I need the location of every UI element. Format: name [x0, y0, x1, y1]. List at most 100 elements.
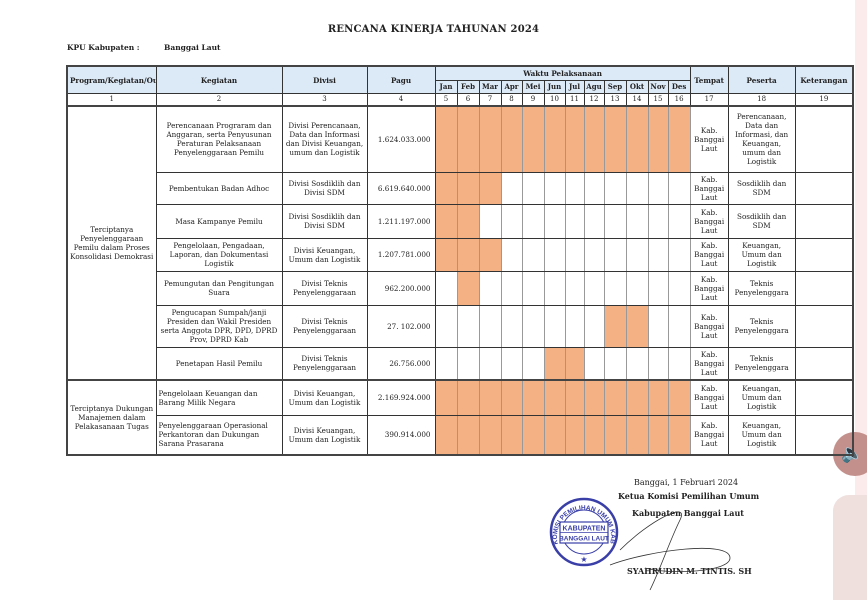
- divisi-cell: Divisi Keuangan, Umum dan Logistik: [281, 414, 368, 456]
- month-cell-mar: [478, 379, 502, 416]
- pagu-cell: 2.169.924.000: [366, 379, 436, 416]
- month-header-sep: Sep: [603, 80, 627, 94]
- month-cell-jan: [434, 414, 458, 456]
- month-cell-mei: [521, 270, 545, 306]
- month-cell-mei: [521, 171, 545, 205]
- month-cell-jul: [564, 105, 585, 173]
- divisi-cell: Divisi Sosdiklih dan Divisi SDM: [281, 171, 368, 205]
- month-cell-okt: [625, 270, 649, 306]
- month-cell-jul: [564, 203, 585, 239]
- column-number: 10: [543, 93, 566, 107]
- month-cell-jun: [543, 270, 566, 306]
- month-cell-agu: [583, 105, 605, 173]
- svg-text:BANGGAI LAUT: BANGGAI LAUT: [559, 536, 609, 543]
- header-divisi: Divisi: [281, 65, 368, 94]
- month-cell-des: [667, 304, 691, 348]
- table-row: Terciptanya Penyelenggaraan Pemilu dalam…: [66, 105, 854, 381]
- peserta-cell: Perencanaan, Data dan Informasi, dan Keu…: [727, 105, 796, 173]
- kegiatan-cell: Penetapan Hasil Pemilu: [155, 346, 283, 381]
- tempat-cell: Kab. Banggai Laut: [689, 346, 729, 381]
- place-date: Banggai, 1 Februari 2024: [634, 478, 739, 487]
- table-row: Pembentukan Badan Adhoc Divisi Sosdiklih …: [67, 171, 854, 205]
- divisi-cell: Divisi Perencanaan, Data dan Informasi d…: [281, 105, 368, 173]
- month-cell-jan: [434, 304, 458, 348]
- column-number: 8: [500, 93, 523, 107]
- peserta-cell: Teknis Penyelenggara: [727, 346, 796, 381]
- month-cell-sep: [603, 105, 627, 173]
- keterangan-cell: [794, 270, 854, 306]
- header-waktu: Waktu Pelaksanaan: [434, 65, 691, 81]
- tempat-cell: Kab. Banggai Laut: [689, 270, 729, 306]
- column-number: 5: [434, 93, 458, 107]
- table-row: Pemungutan dan Pengitungan Suara Divisi T…: [67, 270, 854, 306]
- kegiatan-cell: Pengelolaan, Pengadaan, Laporan, dan Dok…: [155, 237, 283, 272]
- column-number: 3: [281, 93, 368, 107]
- month-cell-sep: [603, 346, 627, 381]
- month-cell-jul: [564, 414, 585, 456]
- column-number: 19: [794, 93, 854, 107]
- kpu-label: KPU Kabupaten :: [67, 43, 140, 52]
- header-kegiatan: Kegiatan: [155, 65, 283, 94]
- keterangan-cell: [794, 346, 854, 381]
- pagu-cell: 962.200.000: [366, 270, 436, 306]
- plan-table: Program/Kegiatan/Output Kegiatan Divisi …: [66, 65, 855, 456]
- month-cell-agu: [583, 171, 605, 205]
- month-cell-okt: [625, 346, 649, 381]
- month-cell-feb: [456, 346, 480, 381]
- month-cell-mar: [478, 237, 502, 272]
- month-cell-mei: [521, 203, 545, 239]
- scrollbar[interactable]: [833, 495, 867, 600]
- table-row: Masa Kampanye Pemilu Divisi Sosdiklih dan…: [67, 203, 854, 239]
- month-cell-jun: [543, 346, 566, 381]
- month-cell-feb: [456, 203, 480, 239]
- month-cell-mei: [521, 237, 545, 272]
- column-number: 12: [583, 93, 605, 107]
- month-cell-mar: [478, 203, 502, 239]
- tempat-cell: Kab. Banggai Laut: [689, 171, 729, 205]
- handwritten-signature: [609, 511, 731, 591]
- month-cell-apr: [500, 270, 523, 306]
- month-cell-des: [667, 379, 691, 416]
- divisi-cell: Divisi Teknis Penyelenggaraan: [281, 304, 368, 348]
- month-cell-mei: [521, 304, 545, 348]
- table-row: Pengelolaan, Pengadaan, Laporan, dan Dok…: [67, 237, 854, 272]
- month-cell-mar: [478, 270, 502, 306]
- month-header-okt: Okt: [625, 80, 649, 94]
- month-cell-des: [667, 346, 691, 381]
- month-cell-jun: [543, 304, 566, 348]
- peserta-cell: Teknis Penyelenggara: [727, 304, 796, 348]
- month-header-nov: Nov: [647, 80, 669, 94]
- month-cell-mar: [478, 304, 502, 348]
- signer-position-1: Ketua Komisi Pemilihan Umum: [618, 491, 760, 501]
- column-number: 15: [647, 93, 669, 107]
- signer-position-2: Kabupaten Banggai Laut: [632, 508, 744, 518]
- month-header-agu: Agu: [583, 80, 605, 94]
- month-cell-okt: [625, 237, 649, 272]
- month-cell-agu: [583, 414, 605, 456]
- month-cell-jan: [434, 237, 458, 272]
- tempat-cell: Kab. Banggai Laut: [689, 414, 729, 456]
- month-cell-okt: [625, 304, 649, 348]
- kegiatan-cell: Perencanaan Prograram dan Anggaran, sert…: [155, 105, 283, 173]
- month-cell-jul: [564, 171, 585, 205]
- month-cell-apr: [500, 346, 523, 381]
- header-program: Program/Kegiatan/Output: [66, 65, 157, 94]
- month-header-jul: Jul: [564, 80, 585, 94]
- column-number: 6: [456, 93, 480, 107]
- month-cell-feb: [456, 414, 480, 456]
- month-cell-nov: [647, 346, 669, 381]
- month-cell-apr: [500, 237, 523, 272]
- tempat-cell: Kab. Banggai Laut: [689, 203, 729, 239]
- keterangan-cell: [794, 237, 854, 272]
- month-cell-jan: [434, 270, 458, 306]
- column-number: 14: [625, 93, 649, 107]
- column-number: 17: [689, 93, 729, 107]
- month-cell-apr: [500, 171, 523, 205]
- month-cell-des: [667, 270, 691, 306]
- month-cell-apr: [500, 105, 523, 173]
- month-cell-agu: [583, 346, 605, 381]
- month-cell-sep: [603, 237, 627, 272]
- month-cell-feb: [456, 304, 480, 348]
- peserta-cell: Sosdiklih dan SDM: [727, 171, 796, 205]
- table-row: Penyelenggaraan Operasional Perkantoran …: [67, 414, 854, 456]
